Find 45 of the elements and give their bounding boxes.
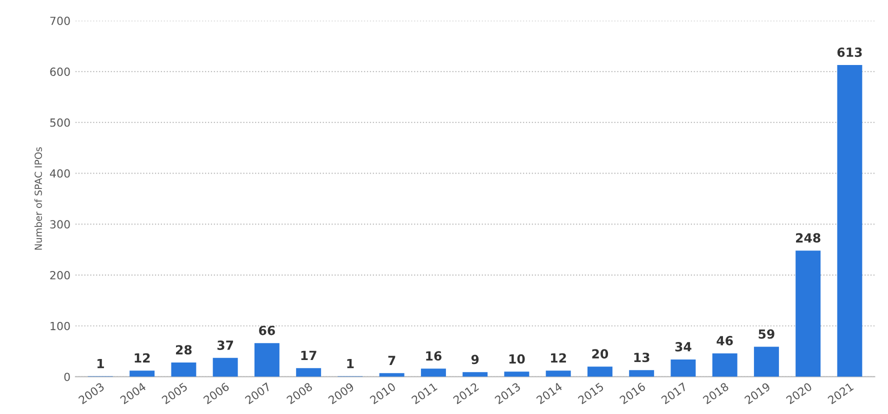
- bar: [379, 373, 404, 377]
- bar: [670, 359, 696, 377]
- bar: [712, 353, 738, 377]
- data-label: 46: [716, 336, 733, 346]
- data-label: 13: [634, 352, 650, 362]
- y-axis-title: Number of SPAC IPOs: [34, 147, 42, 250]
- data-label: 17: [301, 350, 316, 360]
- bar: [462, 372, 488, 377]
- bar: [796, 250, 821, 377]
- bar: [837, 64, 862, 377]
- bar: [130, 370, 155, 377]
- data-label: 7: [388, 356, 396, 366]
- data-label: 10: [509, 354, 525, 364]
- data-label: 1: [347, 358, 354, 368]
- data-label: 66: [259, 326, 275, 336]
- data-label: 12: [551, 353, 566, 362]
- y-tick-label: 300: [50, 220, 70, 229]
- data-label: 37: [217, 340, 234, 350]
- bar: [420, 368, 446, 377]
- y-tick-label: 600: [50, 68, 70, 76]
- data-label: 34: [675, 342, 692, 352]
- y-tick-label: 700: [50, 16, 70, 26]
- bar: [629, 370, 654, 377]
- bar: [254, 343, 280, 377]
- bar: [296, 368, 322, 377]
- data-label: 28: [176, 345, 192, 355]
- y-tick-label: 0: [64, 372, 70, 382]
- y-tick-label: 100: [50, 322, 70, 330]
- bar: [171, 362, 196, 377]
- data-label: 59: [758, 329, 774, 339]
- data-label: 12: [134, 353, 150, 362]
- bar: [504, 372, 530, 377]
- bar: [754, 346, 779, 377]
- data-label: 9: [471, 354, 479, 364]
- data-label: 16: [426, 351, 442, 361]
- bar: [587, 366, 612, 377]
- data-label: 613: [837, 48, 862, 57]
- data-label: 1: [98, 358, 104, 368]
- bar: [546, 370, 571, 377]
- y-tick-label: 200: [50, 270, 70, 280]
- y-tick-label: 500: [50, 118, 70, 127]
- data-label: 248: [796, 233, 820, 243]
- y-tick-label: 400: [50, 169, 70, 178]
- bar: [212, 358, 238, 377]
- data-label: 20: [592, 349, 608, 359]
